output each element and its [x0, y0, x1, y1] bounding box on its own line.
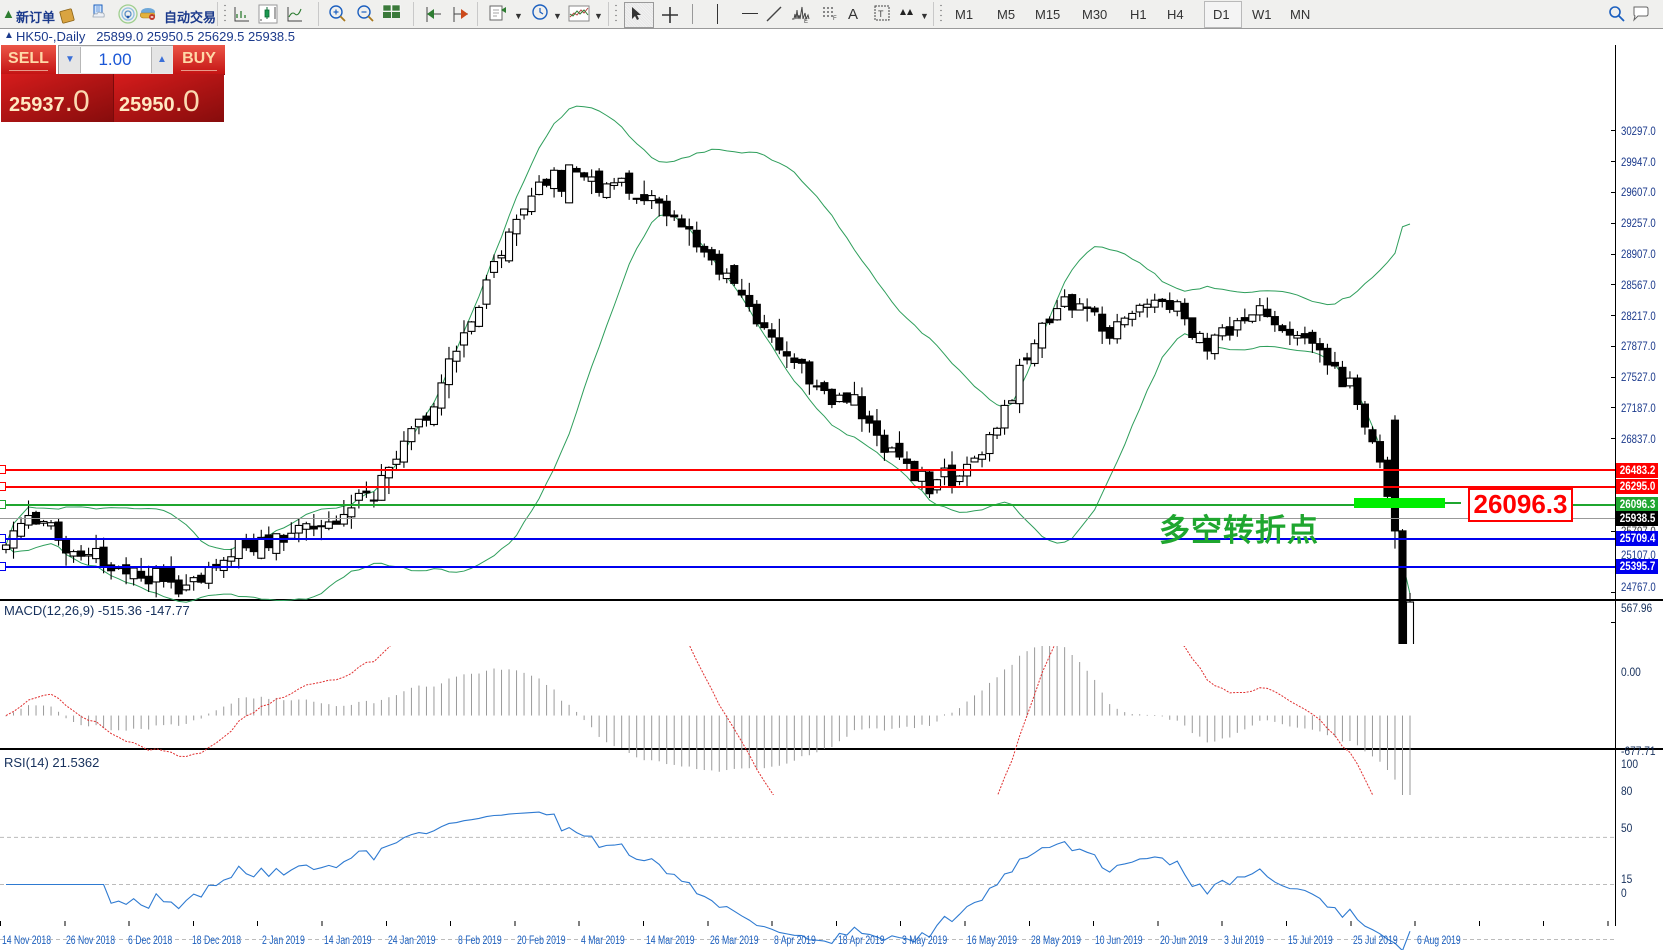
svg-text:F: F [833, 16, 837, 20]
svg-text:T: T [878, 9, 884, 19]
svg-text:E: E [804, 19, 808, 24]
